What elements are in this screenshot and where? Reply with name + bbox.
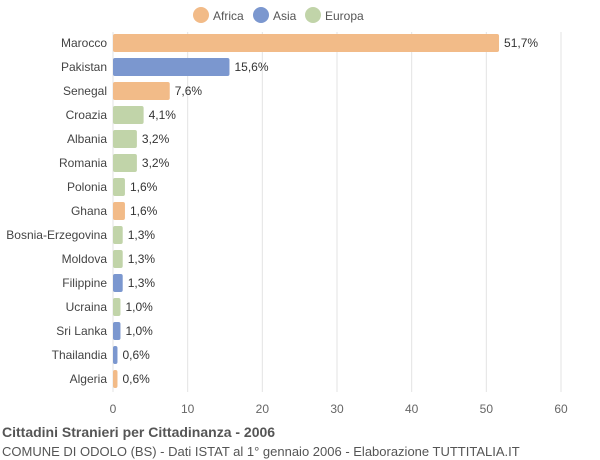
category-label: Albania [67, 132, 107, 146]
legend-swatch [193, 7, 209, 23]
x-tick-label: 0 [110, 402, 117, 416]
bar [113, 58, 230, 76]
category-label: Marocco [61, 36, 107, 50]
bar [113, 298, 121, 316]
category-label: Pakistan [61, 60, 107, 74]
x-tick-label: 50 [480, 402, 494, 416]
x-tick-label: 30 [330, 402, 344, 416]
bar [113, 346, 118, 364]
bar [113, 178, 125, 196]
category-label: Ghana [71, 204, 107, 218]
value-label: 1,0% [125, 300, 153, 314]
value-label: 51,7% [504, 36, 538, 50]
value-label: 4,1% [149, 108, 177, 122]
value-label: 7,6% [175, 84, 203, 98]
bar [113, 202, 125, 220]
chart-source-note: COMUNE DI ODOLO (BS) - Dati ISTAT al 1° … [2, 444, 520, 459]
value-label: 0,6% [122, 348, 150, 362]
category-label: Bosnia-Erzegovina [6, 228, 107, 242]
bar [113, 82, 170, 100]
category-label: Algeria [70, 372, 108, 386]
category-label: Moldova [62, 252, 108, 266]
bar [113, 34, 500, 52]
value-label: 1,6% [130, 204, 158, 218]
value-label: 0,6% [122, 372, 150, 386]
category-label: Polonia [67, 180, 107, 194]
value-label: 1,0% [125, 324, 153, 338]
legend-label: Europa [325, 9, 364, 23]
x-tick-label: 20 [256, 402, 270, 416]
category-label: Sri Lanka [56, 324, 107, 338]
value-label: 1,3% [128, 252, 156, 266]
value-label: 15,6% [234, 60, 268, 74]
legend-swatch [305, 7, 321, 23]
bar [113, 154, 137, 172]
bar [113, 130, 137, 148]
bar-chart: 0 10 20 30 40 50 60 Marocco 51,7% Pakistan 15,6% Se… [6, 7, 568, 416]
category-label: Croazia [66, 108, 108, 122]
category-label: Ucraina [66, 300, 108, 314]
x-tick-label: 40 [405, 402, 419, 416]
bar [113, 226, 123, 244]
value-label: 3,2% [142, 132, 170, 146]
x-tick-label: 10 [181, 402, 195, 416]
bar [113, 322, 121, 340]
value-label: 1,6% [130, 180, 158, 194]
legend-swatch [253, 7, 269, 23]
category-label: Romania [59, 156, 107, 170]
bar [113, 370, 118, 388]
bar [113, 250, 123, 268]
value-label: 1,3% [128, 228, 156, 242]
bar [113, 274, 123, 292]
legend-label: Africa [213, 9, 244, 23]
category-label: Thailandia [52, 348, 108, 362]
bar [113, 106, 144, 124]
category-label: Filippine [62, 276, 107, 290]
chart-title: Cittadini Stranieri per Cittadinanza - 2… [2, 424, 276, 440]
value-label: 1,3% [128, 276, 156, 290]
value-label: 3,2% [142, 156, 170, 170]
x-tick-label: 60 [554, 402, 568, 416]
legend-label: Asia [273, 9, 297, 23]
category-label: Senegal [63, 84, 107, 98]
